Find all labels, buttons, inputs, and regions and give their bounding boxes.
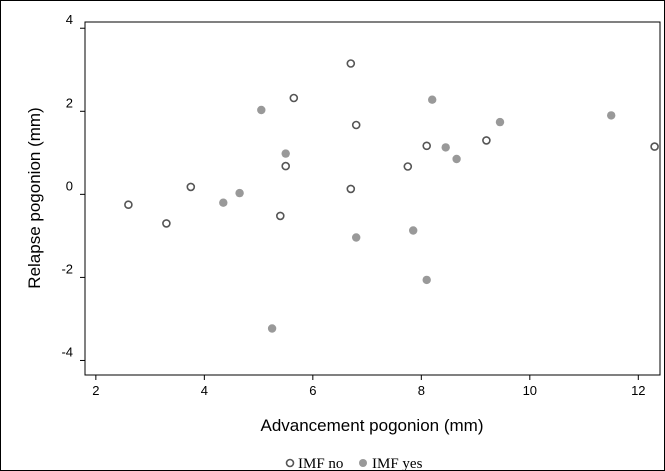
point-imf-yes [219,198,228,207]
x-tick-label: 8 [418,383,425,398]
x-tick-label: 4 [201,383,208,398]
x-tick-label: 6 [309,383,316,398]
point-imf-no [346,59,356,68]
y-axis-title: Relapse pogonion (mm) [25,107,44,288]
legend-label-imf-yes: IMF yes [372,456,423,471]
point-imf-no [275,211,285,221]
point-imf-no [186,182,196,192]
y-tick-label: 2 [66,95,73,110]
point-imf-yes [495,117,505,127]
point-imf-no [124,200,133,209]
legend: IMF no IMF yes [285,456,423,471]
point-imf-yes [409,226,418,235]
y-axis-ticks: 4 2 0 -2 -4 [61,12,85,361]
point-imf-no [403,162,413,171]
point-imf-yes [607,111,616,120]
x-axis-title: Advancement pogonion (mm) [260,416,483,435]
y-tick-label: 0 [66,178,73,193]
point-imf-no [346,184,356,194]
y-tick-label: -2 [61,261,73,276]
plot-area [84,21,661,376]
y-tick-label: -4 [61,344,73,359]
point-imf-yes [235,188,244,198]
point-imf-yes [267,324,277,333]
point-imf-yes [452,154,461,164]
x-tick-label: 2 [92,383,99,398]
point-imf-no [162,219,171,228]
point-imf-no [422,141,432,151]
legend-marker-imf-no [285,458,295,468]
point-imf-yes [257,105,266,115]
y-tick-label: 4 [66,12,73,27]
point-imf-no [289,93,299,103]
point-imf-no [351,120,361,130]
point-imf-yes [281,149,290,158]
legend-marker-imf-yes [359,459,367,467]
point-imf-no [281,161,291,171]
point-imf-no [482,136,491,145]
x-tick-label: 12 [631,383,645,398]
x-axis-ticks: 2 4 6 8 10 12 [92,375,646,398]
point-imf-yes [428,95,437,104]
point-imf-no [650,142,659,151]
point-imf-yes [422,275,431,285]
x-tick-label: 10 [523,383,537,398]
point-imf-yes [352,233,361,242]
data-points [124,59,659,333]
point-imf-yes [441,143,450,152]
legend-label-imf-no: IMF no [298,456,343,471]
